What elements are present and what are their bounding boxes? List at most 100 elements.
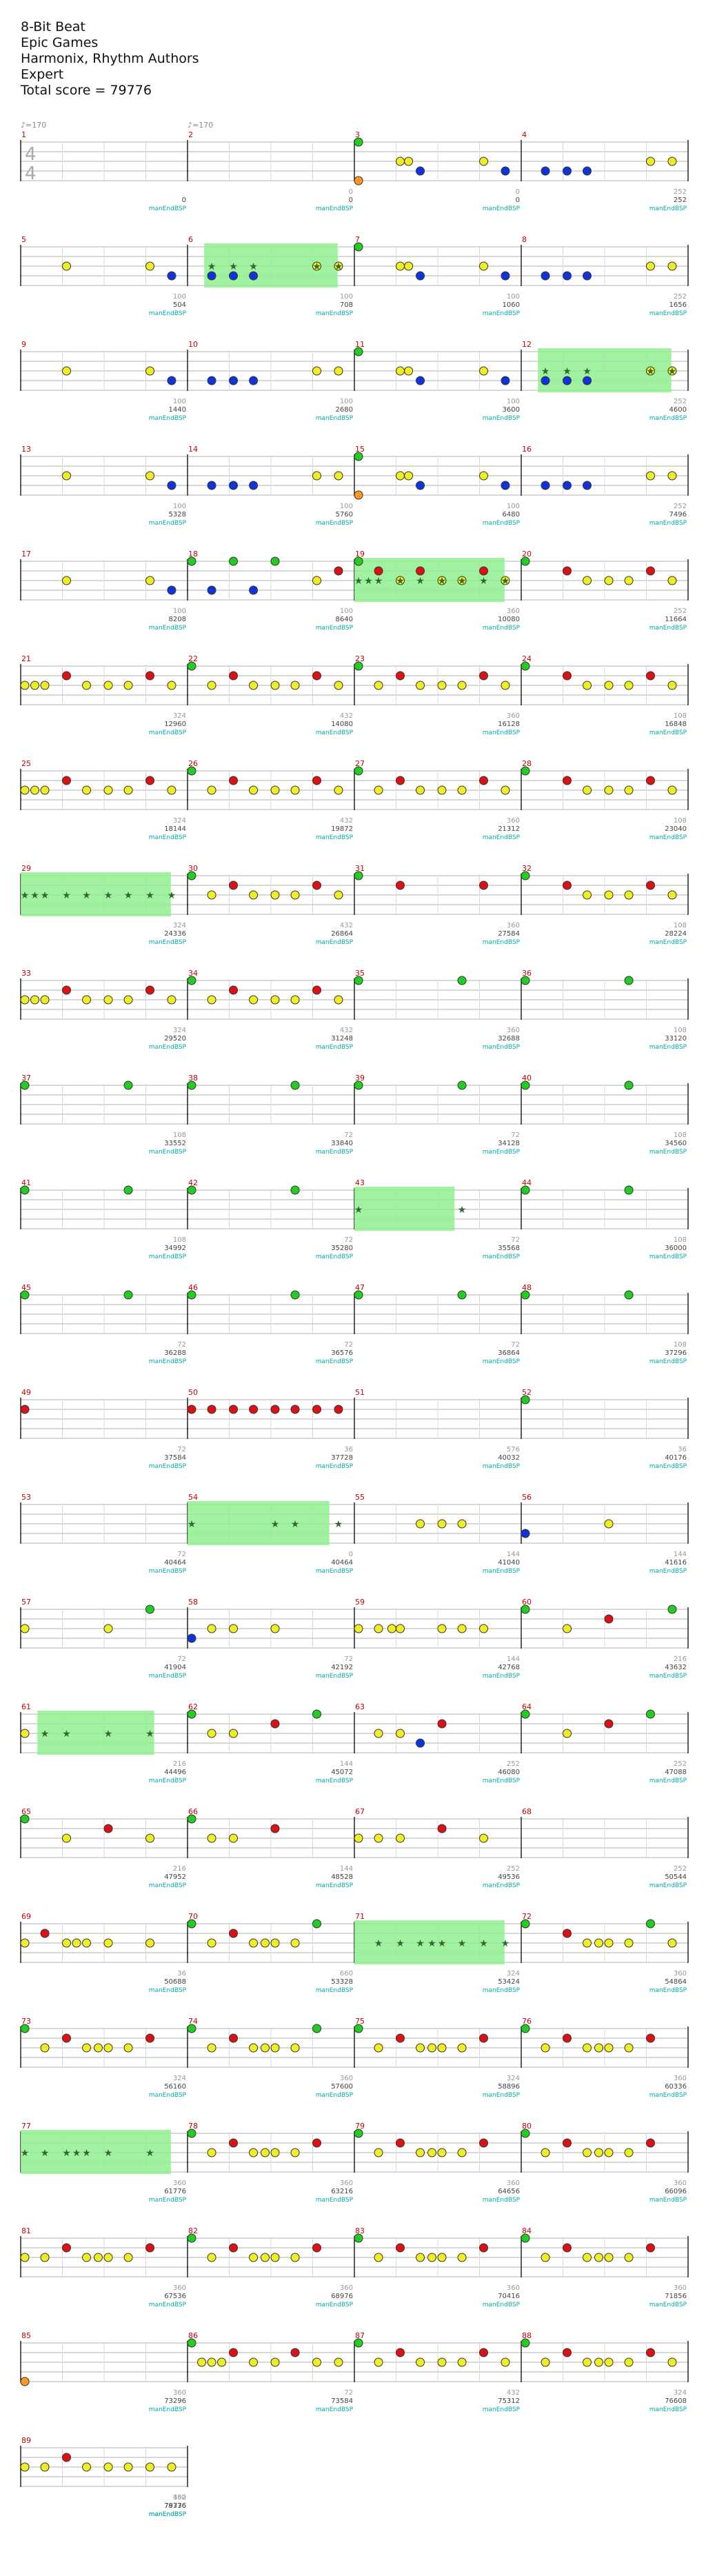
note-gem <box>229 2243 238 2253</box>
note-gem <box>40 995 50 1005</box>
marker-label: manEndBSP <box>316 1568 354 1575</box>
measure-total: 33840 <box>331 1140 353 1147</box>
measure-score: 216 <box>173 1865 186 1873</box>
measure-total: 708 <box>340 301 353 309</box>
measure-number: 63 <box>355 1702 365 1711</box>
marker-label: manEndBSP <box>149 1987 187 1994</box>
note-gem <box>583 376 592 385</box>
marker-label: manEndBSP <box>316 1044 354 1051</box>
marker-label: manEndBSP <box>649 2406 687 2413</box>
measure-number: 50 <box>188 1388 198 1397</box>
measure-score: 100 <box>173 503 186 510</box>
measure-number: 16 <box>522 445 532 454</box>
note-gem <box>563 566 572 576</box>
marker-label: manEndBSP <box>149 2511 187 2518</box>
note-gem <box>62 2453 71 2462</box>
note-gem <box>374 1624 383 1633</box>
note-gem <box>416 681 425 690</box>
measure-total: 56160 <box>164 2083 186 2091</box>
note-gem <box>457 681 467 690</box>
measure-score: 360 <box>674 2284 687 2292</box>
note-gem <box>334 261 343 271</box>
note-gem <box>249 995 259 1005</box>
note-gem <box>334 681 343 690</box>
note-gem <box>103 1824 113 1833</box>
note-gem <box>427 2253 436 2262</box>
measure-number: 84 <box>522 2226 532 2235</box>
marker-label: manEndBSP <box>483 1463 521 1470</box>
measure-score: 100 <box>507 503 520 510</box>
note-gem <box>229 1929 238 1938</box>
measure-number: 34 <box>188 969 198 978</box>
marker-label: manEndBSP <box>149 1254 187 1260</box>
measure-total: 68976 <box>331 2293 353 2300</box>
measure-number: 51 <box>355 1388 365 1397</box>
song-title: 8-Bit Beat <box>21 19 85 34</box>
note-gem <box>145 576 154 585</box>
star-note: ★ <box>416 576 425 587</box>
note-gem <box>187 1709 196 1719</box>
measure-number: 70 <box>188 1912 198 1921</box>
star-note: ★ <box>62 1729 71 1740</box>
star-note: ★ <box>145 1729 154 1740</box>
measure-score: 72 <box>177 1446 186 1453</box>
measure-total: 27584 <box>498 930 520 938</box>
note-gem <box>667 471 677 481</box>
measure-number: 53 <box>21 1493 31 1502</box>
note-gem <box>501 481 510 490</box>
measure-score: 252 <box>674 398 687 405</box>
note-gem <box>207 271 216 281</box>
note-gem <box>270 995 280 1005</box>
measure-total: 71856 <box>665 2293 687 2300</box>
star-note: ★ <box>124 890 133 901</box>
note-gem <box>396 1833 405 1843</box>
measure-total: 16128 <box>498 721 520 728</box>
note-gem <box>387 1624 396 1633</box>
note-gem <box>457 2357 467 2367</box>
marker-label: manEndBSP <box>316 520 354 527</box>
note-gem <box>646 1709 655 1719</box>
measure-total: 3600 <box>503 406 520 414</box>
measure-total: 43632 <box>665 1664 687 1671</box>
measure-number: 89 <box>21 2436 31 2445</box>
measure-number: 44 <box>522 1178 532 1187</box>
note-gem <box>207 481 216 490</box>
star-note: ★ <box>541 366 550 377</box>
star-note: ★ <box>229 261 238 272</box>
note-gem <box>197 2357 207 2367</box>
note-gem <box>270 556 280 566</box>
measure-total: 2680 <box>336 406 353 414</box>
note-gem <box>404 366 414 376</box>
measure-number: 47 <box>355 1283 365 1292</box>
note-gem <box>521 871 530 881</box>
measure-score: 108 <box>674 922 687 929</box>
marker-label: manEndBSP <box>483 1254 521 1260</box>
note-gem <box>145 2243 154 2253</box>
note-gem <box>123 681 133 690</box>
measure-score: 108 <box>674 712 687 720</box>
note-gem <box>624 2148 634 2157</box>
measure-number: 5 <box>21 235 26 244</box>
marker-label: manEndBSP <box>483 1673 521 1680</box>
measure-number: 57 <box>21 1598 31 1607</box>
song-difficulty: Expert <box>21 67 64 82</box>
marker-label: manEndBSP <box>149 2406 187 2413</box>
note-gem <box>207 2043 216 2053</box>
note-gem <box>82 995 92 1005</box>
marker-label: manEndBSP <box>149 834 187 841</box>
note-gem <box>479 671 488 681</box>
note-gem <box>604 2357 614 2367</box>
marker-label: manEndBSP <box>483 1882 521 1889</box>
measure-number: 58 <box>188 1598 198 1607</box>
note-gem <box>583 890 592 900</box>
note-gem <box>501 785 510 795</box>
note-gem <box>207 2357 216 2367</box>
note-gem <box>270 1938 280 1948</box>
note-gem <box>103 785 113 795</box>
note-gem <box>396 471 405 481</box>
note-gem <box>396 2033 405 2043</box>
note-gem <box>62 671 71 681</box>
note-gem <box>437 785 447 795</box>
note-gem <box>312 471 321 481</box>
measure-score: 108 <box>674 1236 687 1244</box>
